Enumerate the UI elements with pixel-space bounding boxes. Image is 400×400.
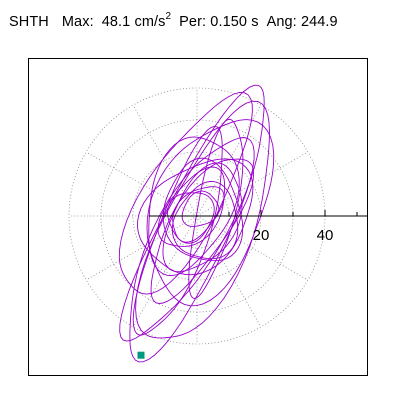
- chart-header: SHTH Max: 48.1 cm/s2 Per: 0.150 s Ang: 244.9: [9, 11, 338, 36]
- trace-loop: [167, 192, 215, 244]
- motion-trace: [118, 84, 275, 363]
- grid-spoke: [132, 215, 198, 328]
- trace-loop: [150, 158, 255, 304]
- trace-loop: [171, 181, 239, 260]
- plot-frame: [28, 58, 368, 376]
- end-point-marker: [137, 351, 145, 359]
- grid-spoke: [85, 151, 198, 217]
- trace-loop: [146, 119, 275, 307]
- angle-label: Ang:: [266, 14, 297, 30]
- grid-spoke: [132, 104, 198, 217]
- x-axis: 20 40: [149, 210, 367, 244]
- max-unit-exponent: 2: [165, 11, 172, 23]
- angle-value: 244.9: [300, 14, 338, 30]
- grid-spoke: [196, 215, 262, 328]
- grid-spoke: [85, 215, 198, 281]
- max-value: 48.1: [101, 14, 131, 30]
- trace-loop: [137, 158, 254, 276]
- trace-loop: [135, 100, 270, 339]
- trace-loop: [132, 125, 223, 336]
- trace-loop: [157, 166, 226, 247]
- x-tick-label: 20: [253, 227, 270, 244]
- trace-loop: [181, 190, 220, 227]
- trace-loop: [148, 136, 240, 277]
- period-value: 0.150 s: [210, 14, 259, 30]
- x-tick-label: 40: [317, 227, 334, 244]
- trace-loop: [162, 157, 244, 262]
- station-code: SHTH: [9, 14, 49, 30]
- period-label: Per:: [179, 14, 207, 30]
- max-unit: cm/s: [134, 14, 166, 30]
- grid-spoke: [196, 215, 309, 281]
- trace-loop: [129, 137, 255, 363]
- grid-spoke: [196, 104, 262, 217]
- trace-loop: [119, 84, 265, 342]
- max-label: Max:: [61, 14, 94, 30]
